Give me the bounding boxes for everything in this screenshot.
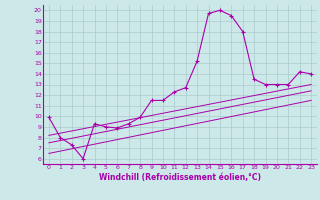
X-axis label: Windchill (Refroidissement éolien,°C): Windchill (Refroidissement éolien,°C) (99, 173, 261, 182)
